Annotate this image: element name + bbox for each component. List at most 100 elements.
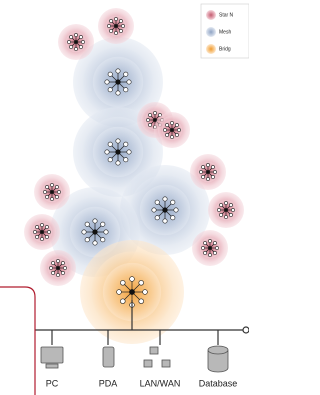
star-node-hub [50,190,54,194]
mesh-node-hub [115,79,120,84]
device-label: PDA [99,378,118,388]
star-node-hub [40,230,44,234]
star-node-leaf [50,197,53,200]
side-panel-border [0,287,35,395]
mesh-node-leaf [116,69,120,73]
bridge-node-leaf [139,280,144,285]
star-node-leaf [67,40,70,43]
star-node-leaf [208,253,211,256]
star-node-leaf [79,45,82,48]
star-node-leaf [56,259,59,262]
star-node-leaf [35,225,38,228]
star-node-leaf [45,185,48,188]
mesh-node-leaf [108,88,112,92]
mesh-node-leaf [101,222,105,226]
star-node-hub [170,128,174,132]
star-node-leaf [45,195,48,198]
star-node-leaf [148,113,151,116]
star-node-leaf [229,203,232,206]
legend-label: Mesh [219,29,231,35]
star-node-leaf [114,17,117,20]
legend: Star N Mesh Bridg [201,4,249,58]
mesh-node-leaf [163,219,167,223]
bridge-node-leaf [139,299,144,304]
legend-icon [206,44,216,54]
device-label: PC [46,378,59,388]
mesh-node-leaf [85,238,89,242]
mesh-node-leaf [127,80,131,84]
mesh-node-leaf [124,158,128,162]
nodes [24,8,244,344]
legend-label: Bridg [219,46,231,52]
mesh-node-leaf [101,238,105,242]
star-node-leaf [45,225,48,228]
pc-stand [46,364,58,368]
pda-icon [103,347,114,367]
star-node-leaf [121,24,124,27]
bridge-node-leaf [120,299,125,304]
mesh-node-leaf [104,230,108,234]
mesh-node-leaf [124,142,128,146]
star-node-hub [74,40,78,44]
mesh-node-leaf [155,200,159,204]
star-node-leaf [74,33,77,36]
mesh-node-leaf [116,161,120,165]
star-node-leaf [213,241,216,244]
star-node-leaf [206,163,209,166]
star-node-leaf [170,135,173,138]
bridge-node-leaf [120,280,125,285]
mesh-node-leaf [171,200,175,204]
star-node-leaf [119,19,122,22]
star-node-leaf [211,165,214,168]
star-node-leaf [35,235,38,238]
star-node-leaf [74,47,77,50]
device-icons [41,346,228,372]
star-node-leaf [57,190,60,193]
mesh-node-leaf [105,150,109,154]
star-node-leaf [119,29,122,32]
star-node-leaf [201,175,204,178]
star-node-leaf [213,170,216,173]
mesh-node-leaf [116,139,120,143]
lan-icon [150,347,158,354]
star-node-leaf [79,35,82,38]
star-node-hub [224,208,228,212]
star-node-leaf [51,261,54,264]
star-node-leaf [109,19,112,22]
star-node-hub [56,266,60,270]
star-node-leaf [165,123,168,126]
star-node-leaf [55,195,58,198]
mesh-node-leaf [93,219,97,223]
lan-icon [162,360,170,367]
network-diagram: Star N Mesh Bridg PC PDA LAN/WAN Databas… [0,0,249,395]
star-node-leaf [33,230,36,233]
star-node-leaf [43,190,46,193]
mesh-node-leaf [93,241,97,245]
star-node-leaf [55,185,58,188]
mesh-node-leaf [155,216,159,220]
star-node-leaf [211,175,214,178]
bridge-node-leaf [143,290,148,295]
star-node-leaf [224,201,227,204]
bridge-node-leaf [117,290,122,295]
star-node-leaf [61,271,64,274]
star-node-leaf [217,208,220,211]
pc-icon [41,347,63,363]
mesh-node-leaf [171,216,175,220]
star-node-leaf [40,237,43,240]
star-node-leaf [47,230,50,233]
star-node-leaf [40,223,43,226]
bridge-node-leaf [130,277,135,282]
star-node-hub [208,246,212,250]
legend-label: Star N [219,12,234,18]
mesh-node-leaf [152,208,156,212]
star-node-leaf [45,235,48,238]
star-node-leaf [224,215,227,218]
star-node-leaf [146,118,149,121]
mesh-node-leaf [108,158,112,162]
mesh-node-hub [115,149,120,154]
star-node-leaf [201,246,204,249]
bridge-node-hub [129,289,135,295]
star-node-leaf [50,183,53,186]
star-node-leaf [219,203,222,206]
